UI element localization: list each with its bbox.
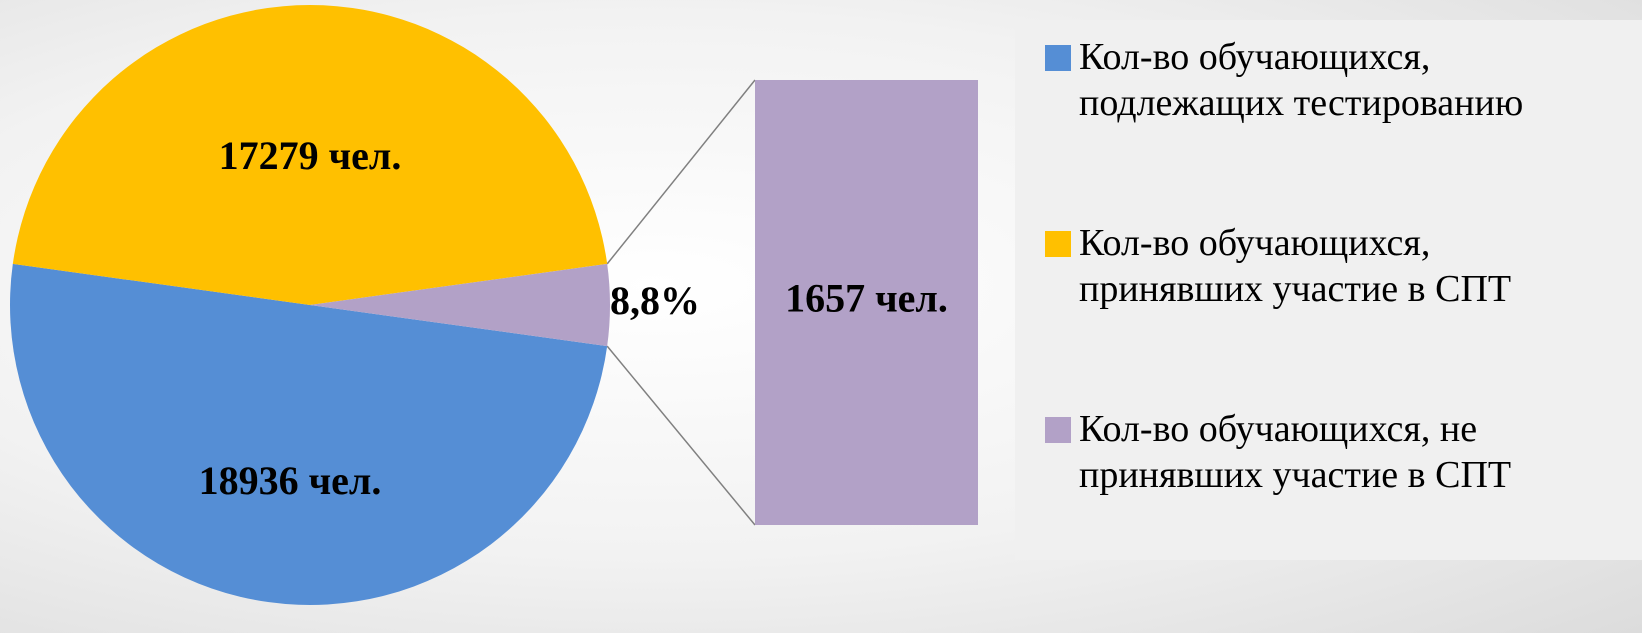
legend-entry: Кол-во обучающихся, подлежащих тестирова… <box>1045 34 1615 126</box>
connector <box>606 79 756 265</box>
connector <box>606 345 756 526</box>
legend-label: Кол-во обучающихся, принявших участие в … <box>1079 222 1512 310</box>
legend: Кол-во обучающихся, подлежащих тестирова… <box>1015 20 1642 560</box>
pie-slice <box>12 4 608 305</box>
legend-entry: Кол-во обучающихся, принявших участие в … <box>1045 220 1615 312</box>
legend-label: Кол-во обучающихся, не принявших участие… <box>1079 408 1512 496</box>
legend-entry: Кол-во обучающихся, не принявших участие… <box>1045 406 1615 498</box>
legend-label: Кол-во обучающихся, подлежащих тестирова… <box>1079 36 1524 124</box>
data-label: 1657 чел. <box>785 276 948 321</box>
data-label: 17279 чел. <box>219 133 402 178</box>
legend-swatch <box>1045 231 1071 257</box>
bar <box>755 80 978 525</box>
annotation: 8,8% <box>610 278 700 323</box>
legend-swatch <box>1045 45 1071 71</box>
chart: 18936 чел. 17279 чел. 1657 чел. 8,8% <box>9 4 978 606</box>
data-label: 18936 чел. <box>199 458 382 503</box>
pie-slice <box>310 263 610 347</box>
pie-slice <box>9 263 608 606</box>
legend-swatch <box>1045 417 1071 443</box>
